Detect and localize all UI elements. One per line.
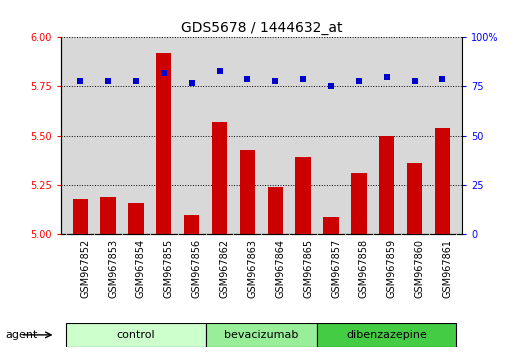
- Text: GSM967852: GSM967852: [80, 239, 90, 298]
- Point: [327, 84, 335, 89]
- Point: [159, 70, 168, 75]
- Point: [299, 76, 307, 81]
- Bar: [156, 53, 172, 234]
- Point: [187, 80, 196, 85]
- Text: GSM967860: GSM967860: [414, 239, 425, 298]
- Point: [271, 78, 279, 84]
- Bar: [435, 128, 450, 234]
- Text: agent: agent: [5, 330, 37, 340]
- Point: [104, 78, 112, 84]
- Bar: [317, 323, 456, 347]
- Bar: [323, 217, 338, 234]
- Bar: [100, 197, 116, 234]
- Text: dibenzazepine: dibenzazepine: [346, 330, 427, 340]
- Text: control: control: [117, 330, 155, 340]
- Text: GSM967861: GSM967861: [442, 239, 452, 298]
- Bar: [296, 158, 311, 234]
- Bar: [72, 199, 88, 234]
- Point: [243, 76, 252, 81]
- Bar: [128, 203, 144, 234]
- Point: [410, 78, 419, 84]
- Text: GSM967858: GSM967858: [359, 239, 369, 298]
- Text: GSM967856: GSM967856: [192, 239, 202, 298]
- Bar: [268, 187, 283, 234]
- Point: [132, 78, 140, 84]
- Bar: [205, 323, 317, 347]
- Bar: [379, 136, 394, 234]
- Text: GSM967854: GSM967854: [136, 239, 146, 298]
- Text: bevacizumab: bevacizumab: [224, 330, 298, 340]
- Title: GDS5678 / 1444632_at: GDS5678 / 1444632_at: [181, 21, 342, 35]
- Point: [76, 78, 84, 84]
- Bar: [67, 323, 205, 347]
- Point: [215, 68, 224, 74]
- Point: [383, 74, 391, 79]
- Text: GSM967855: GSM967855: [164, 239, 174, 298]
- Text: GSM967865: GSM967865: [303, 239, 313, 298]
- Bar: [212, 122, 227, 234]
- Text: GSM967863: GSM967863: [248, 239, 258, 298]
- Bar: [184, 215, 200, 234]
- Bar: [240, 149, 255, 234]
- Point: [355, 78, 363, 84]
- Text: GSM967862: GSM967862: [220, 239, 230, 298]
- Text: GSM967853: GSM967853: [108, 239, 118, 298]
- Text: GSM967859: GSM967859: [387, 239, 397, 298]
- Bar: [351, 173, 366, 234]
- Bar: [407, 163, 422, 234]
- Text: GSM967864: GSM967864: [275, 239, 285, 298]
- Text: GSM967857: GSM967857: [331, 239, 341, 298]
- Point: [438, 76, 447, 81]
